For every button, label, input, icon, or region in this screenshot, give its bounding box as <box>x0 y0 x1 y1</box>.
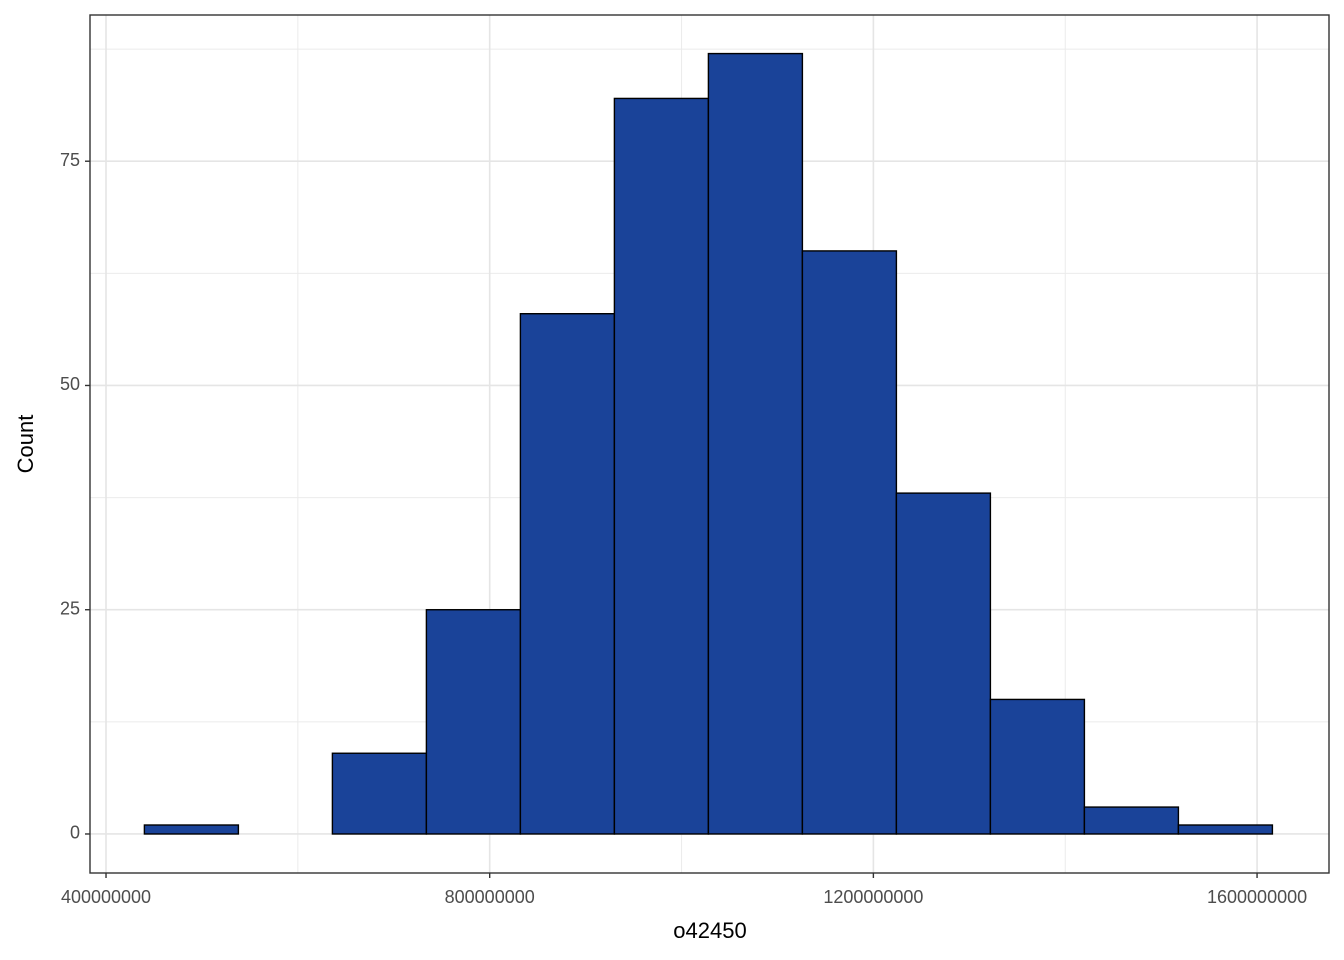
y-tick-label: 50 <box>60 374 80 394</box>
bar <box>1177 824 1274 835</box>
bar <box>331 752 428 835</box>
bar <box>1083 806 1180 835</box>
x-tick-label: 1600000000 <box>1207 887 1307 907</box>
y-tick-label: 0 <box>70 823 80 843</box>
bar <box>143 824 240 835</box>
y-tick-label: 25 <box>60 598 80 618</box>
bar <box>895 492 992 835</box>
bar <box>519 313 616 835</box>
bar <box>801 250 898 835</box>
x-tick-label: 800000000 <box>445 887 535 907</box>
bar <box>989 698 1086 835</box>
bar <box>425 609 522 835</box>
bar <box>613 97 710 835</box>
y-axis-title: Count <box>13 415 38 474</box>
x-tick-label: 1200000000 <box>823 887 923 907</box>
bar <box>707 52 804 835</box>
x-axis-title: o42450 <box>673 918 746 943</box>
x-tick-label: 400000000 <box>61 887 151 907</box>
panel-border <box>89 14 1330 874</box>
y-tick-label: 75 <box>60 150 80 170</box>
